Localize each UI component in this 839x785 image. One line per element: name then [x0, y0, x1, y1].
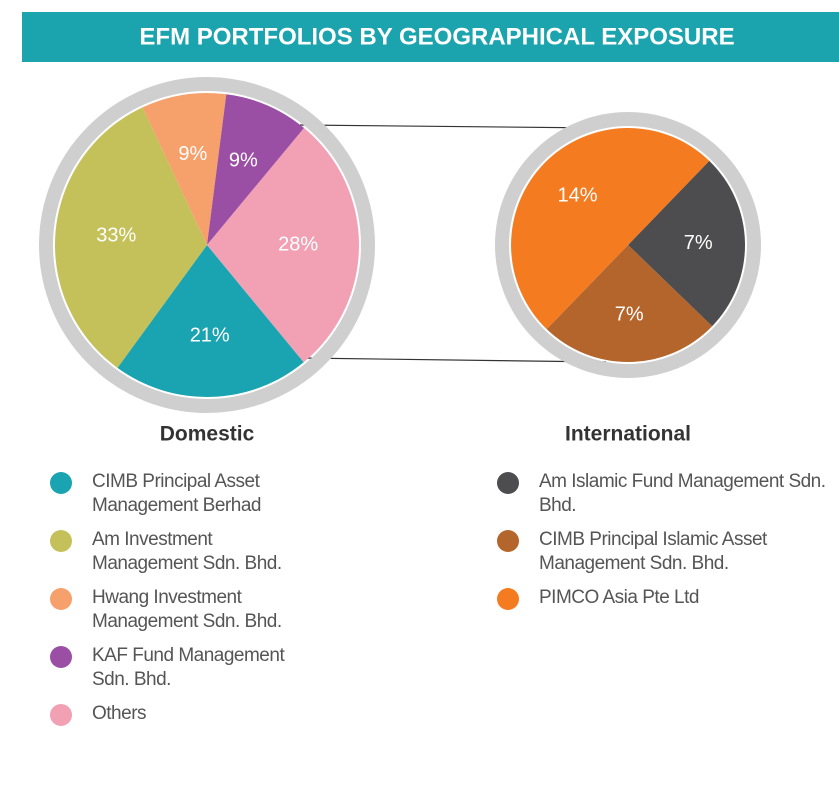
legend-swatch	[50, 646, 72, 668]
title-bar	[22, 12, 839, 62]
legend-label: CIMB Principal Islamic Asset Management …	[539, 529, 767, 574]
pie-slice	[117, 245, 304, 397]
pie-slice	[207, 94, 305, 245]
pie-slice	[142, 93, 227, 245]
legend-swatch	[497, 530, 519, 552]
pie-slice	[54, 107, 207, 368]
legend-item: KAF Fund Management Sdn. Bhd.	[50, 644, 320, 692]
pie-ring	[495, 112, 761, 378]
pie-name: International	[565, 423, 691, 446]
legend: CIMB Principal Asset Management Berhad Am…	[50, 470, 320, 726]
legend-swatch	[497, 588, 519, 610]
legend-item: Am Islamic Fund Management Sdn. Bhd.	[497, 470, 837, 518]
chart-title: EFM PORTFOLIOS BY GEOGRAPHICAL EXPOSURE	[139, 23, 734, 50]
pie-slice	[207, 128, 359, 363]
legend-item: CIMB Principal Asset Management Berhad	[50, 470, 320, 518]
connector	[299, 357, 607, 363]
legend-swatch	[50, 472, 72, 494]
pie-ring	[39, 77, 375, 413]
legend-label: Am Investment Management Sdn. Bhd.	[92, 529, 282, 574]
legend-item: PIMCO Asia Pte Ltd	[497, 586, 837, 610]
data-label: 14%	[557, 185, 597, 207]
legend-item: CIMB Principal Islamic Asset Management …	[497, 528, 837, 576]
data-label: 9%	[229, 150, 258, 172]
data-label: 9%	[178, 143, 207, 165]
legend: Am Islamic Fund Management Sdn. Bhd. CIMB…	[497, 470, 837, 610]
legend-label: KAF Fund Management Sdn. Bhd.	[92, 645, 285, 690]
legend-label: Am Islamic Fund Management Sdn. Bhd.	[539, 471, 826, 516]
legend-label: CIMB Principal Asset Management Berhad	[92, 471, 261, 516]
data-label: 21%	[190, 324, 230, 346]
data-label: 7%	[615, 303, 644, 325]
data-label: 7%	[684, 232, 713, 254]
pie-name: Domestic	[160, 423, 255, 446]
pie-slice	[511, 128, 710, 330]
data-label: 33%	[96, 225, 136, 247]
legend-swatch	[50, 704, 72, 726]
legend-label: Others	[92, 703, 147, 724]
legend-label: PIMCO Asia Pte Ltd	[539, 587, 699, 608]
legend-swatch	[50, 588, 72, 610]
legend-swatch	[50, 530, 72, 552]
legend-item: Am Investment Management Sdn. Bhd.	[50, 528, 320, 576]
data-label: 28%	[278, 233, 318, 255]
legend-item: Hwang Investment Management Sdn. Bhd.	[50, 586, 320, 634]
pie-slice	[628, 160, 746, 327]
legend-label: Hwang Investment Management Sdn. Bhd.	[92, 587, 282, 632]
legend-item: Others	[50, 702, 320, 726]
pie-slice	[546, 245, 713, 362]
legend-swatch	[497, 472, 519, 494]
connector	[299, 124, 603, 129]
